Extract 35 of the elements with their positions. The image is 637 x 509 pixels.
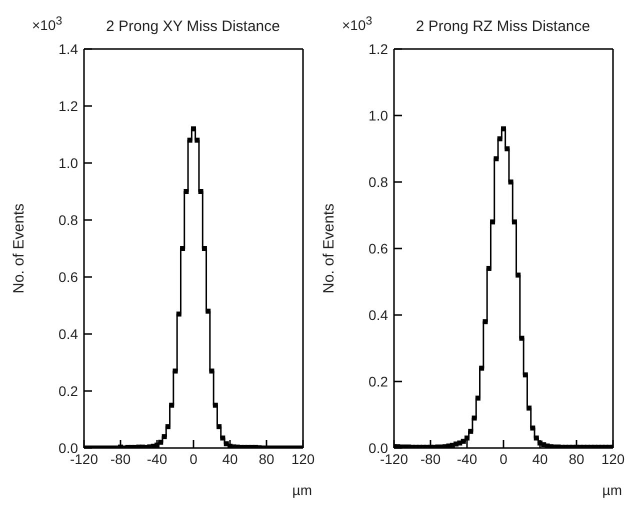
x-tick-label: -80: [110, 450, 131, 467]
x-axis-title: µm: [292, 482, 312, 498]
y-tick-label: 1.4: [58, 40, 78, 57]
text: ×10$^{3}$: [32, 14, 62, 33]
x-tick-label: -80: [420, 450, 441, 467]
y-tick-label: 1.0: [368, 107, 388, 124]
x-tick-label: 80: [568, 450, 584, 467]
x-axis-title: µm: [602, 482, 622, 498]
x-tick-label: 40: [532, 450, 548, 467]
y-axis-title: No. of Events: [10, 203, 28, 294]
y-tick-label: 1.2: [58, 98, 78, 114]
x-tick-label: 0: [500, 450, 508, 467]
x-tick-label: -40: [456, 450, 478, 467]
x-tick-label: -40: [146, 450, 168, 467]
y-tick-label: 1.0: [58, 154, 78, 171]
chart-title: 2 Prong RZ Miss Distance: [416, 18, 590, 35]
y-tick-label: 0.6: [368, 240, 388, 256]
y-axis-title: No. of Events: [320, 203, 338, 294]
x-tick-label: 0: [190, 450, 198, 467]
x-tick-label: 80: [258, 450, 274, 467]
y-tick-label: 0.0: [368, 440, 388, 456]
y-tick-label: 1.2: [368, 40, 388, 57]
y-tick-label: 0.6: [58, 268, 78, 285]
y-tick-label: 0.2: [58, 382, 78, 399]
x-tick-label: 120: [601, 450, 625, 467]
y-tick-label: 0.8: [368, 174, 388, 190]
y-tick-label: 0.4: [58, 326, 78, 342]
y-tick-label: 0.0: [58, 440, 78, 456]
text: ×10$^{3}$: [342, 14, 372, 33]
x-tick-label: 40: [222, 450, 238, 467]
x-tick-label: 120: [291, 450, 315, 467]
y-tick-label: 0.2: [368, 373, 388, 390]
y-tick-label: 0.8: [58, 212, 78, 228]
chart-title: 2 Prong XY Miss Distance: [106, 18, 280, 35]
y-tick-label: 0.4: [368, 306, 388, 323]
